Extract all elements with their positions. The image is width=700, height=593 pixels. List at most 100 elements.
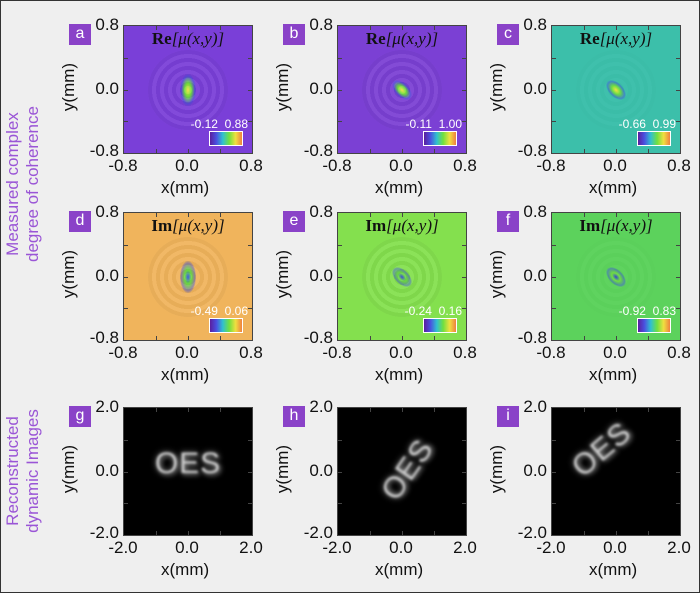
panel-letter: h	[283, 406, 305, 427]
colorbar-max: 0.99	[652, 117, 676, 131]
colorbar-max: 0.06	[224, 304, 248, 318]
y-tick-mark	[338, 57, 342, 59]
y-tick-mark	[124, 308, 128, 310]
coherence-peak	[180, 260, 196, 293]
y-tick-mark	[338, 471, 342, 473]
y-tick-label: -0.8	[517, 141, 547, 160]
colorbar	[209, 131, 243, 146]
x-tick-mark	[156, 531, 157, 535]
x-tick-mark	[648, 408, 649, 412]
colorbar-min: -0.66	[618, 117, 646, 131]
x-tick-mark	[402, 26, 403, 30]
y-tick-label: 0.8	[95, 15, 119, 34]
x-tick-mark	[220, 408, 221, 412]
x-tick-mark	[156, 213, 157, 217]
y-tick-mark	[338, 244, 342, 246]
y-axis-title: y(mm)	[59, 444, 78, 494]
x-tick-mark	[220, 531, 221, 535]
colorbar	[423, 318, 457, 333]
x-tick-mark	[370, 26, 371, 30]
panel-b: Re[μ(x,y)] -0.11 1.00 b 0.8 0.0 -0.8 -0.8 0.0…	[273, 15, 477, 197]
x-tick-mark	[188, 336, 189, 340]
y-tick-mark	[124, 244, 128, 246]
y-tick-label: -2.0	[89, 523, 119, 542]
y-tick-mark	[338, 503, 342, 505]
y-axis-title: y(mm)	[487, 249, 506, 299]
y-tick-mark	[248, 503, 252, 505]
fringe-rings	[148, 49, 228, 130]
y-tick-mark	[462, 439, 466, 441]
title-part: Im	[151, 216, 173, 235]
y-tick-mark	[462, 503, 466, 505]
y-tick-label: -0.8	[303, 328, 333, 347]
x-tick-mark	[402, 531, 403, 535]
reconstructed-image-text: OES	[375, 432, 441, 506]
panel-g: OES g 2.0 0.0 -2.0 -2.0 0.0 2.0 x(mm) y(mm)	[59, 397, 263, 579]
colorbar	[637, 318, 671, 333]
x-tick-mark	[616, 408, 617, 412]
y-tick-label: 0.0	[309, 266, 333, 285]
x-tick-label: -0.8	[536, 343, 566, 362]
x-tick-mark	[616, 213, 617, 217]
x-tick-label: 2.0	[453, 538, 477, 557]
x-axis-title: x(mm)	[589, 178, 638, 197]
x-tick-mark	[220, 26, 221, 30]
x-tick-label: 0.0	[175, 156, 199, 175]
x-tick-mark	[370, 336, 371, 340]
x-tick-mark	[616, 26, 617, 30]
heatmap-plot: Im[μ(x,y)] -0.24 0.16	[337, 212, 467, 341]
panel-letter: a	[69, 24, 91, 45]
x-tick-mark	[188, 213, 189, 217]
x-tick-mark	[156, 26, 157, 30]
x-tick-mark	[402, 149, 403, 153]
fringe-rings	[576, 236, 656, 317]
y-tick-label: 0.0	[309, 79, 333, 98]
panel-f: Im[μ(x,y)] -0.92 0.83 f 0.8 0.0 -0.8 -0.8 0.0…	[487, 202, 691, 384]
y-tick-mark	[338, 276, 342, 278]
heatmap-plot: OES	[551, 407, 681, 536]
x-tick-mark	[156, 149, 157, 153]
x-tick-label: 0.0	[389, 343, 413, 362]
x-tick-label: -0.8	[322, 156, 352, 175]
colorbar-max: 0.16	[438, 304, 462, 318]
y-tick-mark	[462, 244, 466, 246]
colorbar-labels: -0.66 0.99	[619, 117, 676, 131]
x-tick-label: 0.0	[603, 156, 627, 175]
x-tick-mark	[616, 336, 617, 340]
y-tick-mark	[552, 471, 556, 473]
x-tick-mark	[220, 149, 221, 153]
colorbar-min: -0.24	[404, 304, 432, 318]
title-part: Re	[365, 29, 386, 48]
y-axis-title: y(mm)	[487, 444, 506, 494]
coherence-peak	[180, 73, 196, 106]
y-tick-mark	[552, 308, 556, 310]
reconstructed-image-text: OES	[154, 446, 222, 480]
x-tick-label: -2.0	[322, 538, 352, 557]
y-tick-label: -2.0	[517, 523, 547, 542]
title-part: Re	[579, 29, 600, 48]
fringe-rings	[362, 49, 442, 130]
x-tick-mark	[188, 531, 189, 535]
x-tick-mark	[402, 408, 403, 412]
x-tick-mark	[648, 26, 649, 30]
y-tick-mark	[676, 308, 680, 310]
heatmap-plot: OES	[123, 407, 253, 536]
title-part: Im	[579, 216, 601, 235]
y-tick-mark	[552, 244, 556, 246]
y-tick-mark	[462, 471, 466, 473]
x-tick-mark	[584, 26, 585, 30]
y-tick-mark	[248, 471, 252, 473]
y-tick-mark	[124, 121, 128, 123]
y-tick-mark	[248, 57, 252, 59]
y-tick-mark	[676, 57, 680, 59]
panel-letter: g	[69, 406, 91, 427]
y-tick-mark	[676, 244, 680, 246]
x-tick-mark	[220, 336, 221, 340]
x-tick-label: -2.0	[108, 538, 138, 557]
panel-letter: c	[497, 24, 519, 45]
x-tick-label: 0.0	[389, 538, 413, 557]
x-tick-mark	[434, 26, 435, 30]
y-tick-mark	[552, 503, 556, 505]
colorbar-max: 1.00	[438, 117, 462, 131]
y-tick-label: 0.0	[95, 79, 119, 98]
